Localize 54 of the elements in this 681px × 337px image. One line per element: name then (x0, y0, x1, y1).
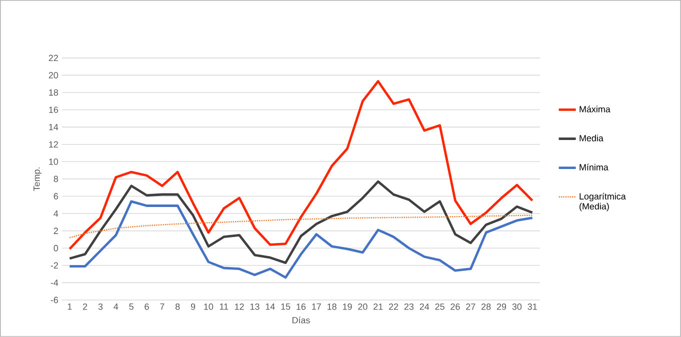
x-tick-label: 15 (281, 304, 290, 310)
x-tick-label: 7 (160, 304, 164, 310)
x-tick-label: 8 (176, 304, 180, 310)
x-tick-label: 6 (144, 304, 149, 310)
y-tick-label: 22 (48, 54, 58, 62)
y-axis-title: Temp. (34, 168, 42, 191)
x-tick-label: 29 (496, 304, 506, 310)
x-tick-label: 2 (83, 304, 88, 310)
x-tick-label: 26 (450, 304, 460, 310)
x-tick-label: 3 (98, 304, 103, 310)
legend-label: Media (580, 134, 604, 142)
x-tick-label: 5 (129, 304, 134, 310)
x-tick-label: 13 (250, 304, 260, 310)
y-tick-label: 16 (49, 106, 58, 114)
y-tick-label: -2 (50, 262, 58, 269)
x-tick-label: 22 (389, 304, 398, 310)
y-tick-label: 8 (54, 176, 58, 182)
x-tick-label: 11 (220, 304, 228, 310)
x-tick-label: 19 (342, 304, 352, 310)
y-tick-label: -6 (50, 296, 58, 304)
y-tick-label: 10 (49, 158, 58, 165)
x-axis-title: Días (292, 316, 310, 324)
y-tick-label: 0 (54, 244, 58, 252)
legend-label: Máxima (580, 106, 610, 112)
y-tick-label: 2 (54, 228, 58, 234)
legend-label: Mínima (580, 164, 608, 170)
x-tick-label: 14 (266, 304, 275, 310)
x-tick-label: 21 (374, 304, 383, 310)
y-tick-label: 18 (49, 89, 58, 96)
y-tick-label: 14 (49, 124, 58, 130)
x-tick-label: 9 (190, 304, 196, 310)
x-tick-label: 4 (114, 304, 118, 310)
x-tick-label: 23 (404, 304, 414, 310)
x-tick-label: 31 (528, 304, 537, 310)
y-tick-label: 20 (48, 72, 58, 78)
x-tick-label: 28 (482, 304, 491, 310)
x-tick-label: 1 (68, 304, 72, 310)
x-tick-label: 27 (466, 304, 476, 310)
x-tick-label: 16 (296, 304, 306, 310)
x-tick-label: 12 (235, 304, 244, 310)
legend-label: Logarítmica (Media) (580, 192, 626, 212)
x-tick-label: 30 (512, 304, 522, 310)
line-series (68, 180, 534, 264)
x-tick-label: 18 (328, 304, 336, 310)
y-tick-label: 12 (49, 141, 58, 148)
x-tick-label: 20 (358, 304, 368, 310)
line-series (68, 80, 534, 250)
y-tick-label: 4 (54, 210, 58, 217)
x-tick-label: 24 (420, 304, 430, 310)
x-tick-label: 10 (204, 304, 214, 310)
x-tick-label: 25 (435, 304, 444, 310)
y-tick-label: 6 (54, 193, 58, 200)
x-tick-label: 17 (312, 304, 321, 310)
y-tick-label: -4 (50, 280, 58, 286)
